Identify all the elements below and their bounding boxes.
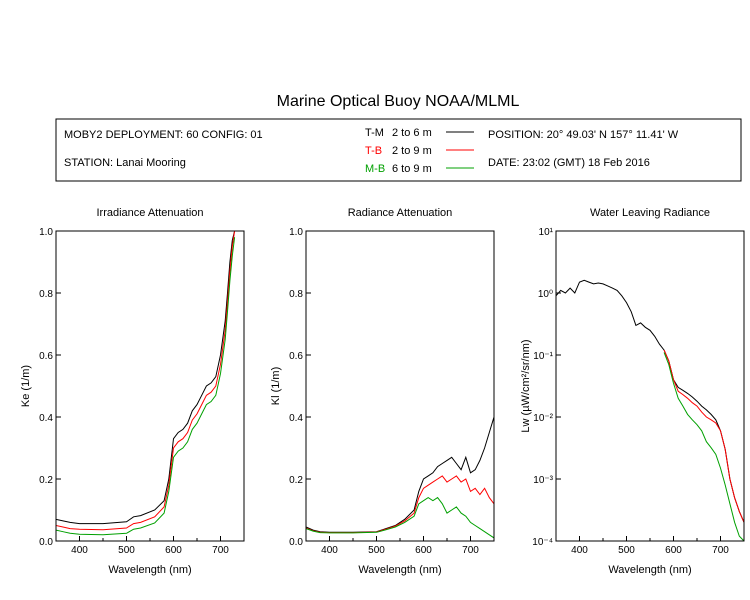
panel-irradiance-attenuation: Irradiance Attenuation 400 500 600 700 0.0 0.2… (20, 207, 245, 576)
y-tick-label: 0.8 (289, 289, 303, 300)
y-tick-label: 10⁻² (533, 413, 553, 424)
series-line-t-m (306, 416, 494, 533)
x-axis-label: Wavelength (nm) (358, 564, 441, 576)
x-tick-label: 500 (618, 545, 635, 556)
main-title: Marine Optical Buoy NOAA/MLML (277, 93, 520, 110)
series-line-t-m (556, 279, 744, 523)
y-tick-label: 1.0 (289, 227, 303, 238)
x-tick-label: 400 (71, 545, 88, 556)
y-tick-label: 10⁻⁴ (532, 537, 553, 548)
x-tick-label: 600 (165, 545, 182, 556)
legend-item-tm: T-M 2 to 6 m (365, 127, 474, 139)
plot-frame (305, 230, 495, 542)
y-tick-label: 1.0 (39, 227, 53, 238)
y-tick-label: 10⁰ (538, 289, 553, 300)
x-tick-label: 700 (712, 545, 729, 556)
y-tick-label: 0.0 (289, 537, 303, 548)
series-line-t-b (56, 231, 236, 531)
panel-title: Water Leaving Radiance (590, 207, 710, 219)
legend-range-mb: 6 to 9 m (392, 163, 432, 175)
series-line-t-m (56, 231, 236, 525)
x-tick-label: 600 (415, 545, 432, 556)
series-line-t-b (306, 475, 494, 534)
y-axis-label: Ke (1/m) (20, 365, 32, 407)
legend-range-tb: 2 to 9 m (392, 145, 432, 157)
x-tick-label: 500 (118, 545, 135, 556)
x-tick-label: 400 (571, 545, 588, 556)
x-tick-label: 400 (321, 545, 338, 556)
series-line-m-b (56, 237, 236, 536)
legend-code-tb: T-B (365, 145, 382, 157)
y-tick-label: 0.8 (39, 289, 53, 300)
panel-title: Radiance Attenuation (348, 207, 453, 219)
date-text: DATE: 23:02 (GMT) 18 Feb 2016 (488, 157, 650, 169)
panel-water-leaving-radiance: Water Leaving Radiance 400 500 600 700 10¹ 10⁰… (520, 207, 745, 576)
y-tick-label: 0.6 (289, 351, 303, 362)
series-group (556, 279, 744, 541)
x-tick-label: 700 (462, 545, 479, 556)
y-tick-label: 0.4 (39, 413, 53, 424)
y-tick-label: 0.2 (289, 475, 303, 486)
x-tick-label: 600 (665, 545, 682, 556)
legend: T-M 2 to 6 m T-B 2 to 9 m M-B 6 to 9 m (365, 127, 474, 175)
legend-item-tb: T-B 2 to 9 m (365, 145, 474, 157)
legend-range-tm: 2 to 6 m (392, 127, 432, 139)
x-tick-label: 500 (368, 545, 385, 556)
legend-item-mb: M-B 6 to 9 m (365, 163, 474, 175)
y-tick-label: 0.0 (39, 537, 53, 548)
deployment-text: MOBY2 DEPLOYMENT: 60 CONFIG: 01 (64, 129, 263, 141)
station-text: STATION: Lanai Mooring (64, 157, 186, 169)
legend-code-tm: T-M (365, 127, 384, 139)
info-box-border (55, 118, 742, 182)
x-axis-label: Wavelength (nm) (608, 564, 691, 576)
panel-title: Irradiance Attenuation (96, 207, 203, 219)
x-tick-label: 700 (212, 545, 229, 556)
y-tick-label: 0.2 (39, 475, 53, 486)
series-line-m-b (306, 496, 494, 539)
y-axis-label: Kl (1/m) (270, 367, 282, 406)
series-group (306, 416, 494, 539)
info-box: MOBY2 DEPLOYMENT: 60 CONFIG: 01 STATION:… (55, 118, 742, 182)
y-tick-label: 0.6 (39, 351, 53, 362)
y-tick-label: 0.4 (289, 413, 303, 424)
plot-frame (555, 230, 745, 542)
y-tick-label: 10⁻¹ (533, 351, 553, 362)
y-tick-label: 10⁻³ (533, 475, 553, 486)
legend-code-mb: M-B (365, 163, 385, 175)
series-line-t-b (663, 349, 744, 523)
panel-radiance-attenuation: Radiance Attenuation 400 500 600 700 0.0 0.2 0.… (270, 207, 495, 576)
position-text: POSITION: 20° 49.03' N 157° 11.41' W (488, 129, 679, 141)
y-tick-label: 10¹ (539, 227, 554, 238)
series-group (56, 231, 236, 536)
series-line-m-b (663, 352, 744, 541)
y-axis-label: Lw (µW/cm²/sr/nm) (520, 339, 532, 432)
x-axis-label: Wavelength (nm) (108, 564, 191, 576)
